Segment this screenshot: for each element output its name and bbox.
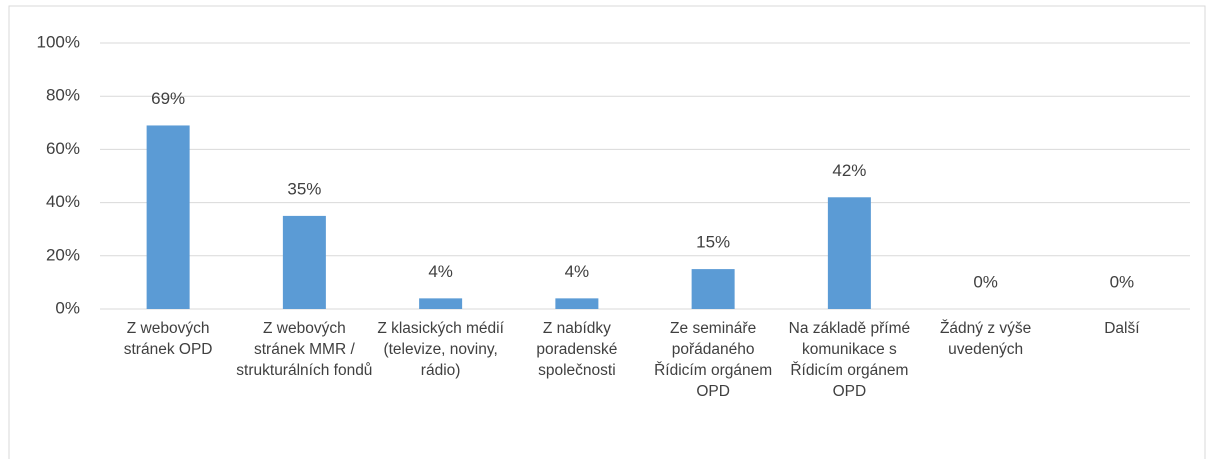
x-tick-label: Z nabídky poradenské společnosti (536, 320, 618, 379)
data-label: 4% (428, 262, 453, 281)
data-label: 15% (696, 233, 730, 252)
x-tick-label: Žádný z výše uvedených (939, 320, 1032, 358)
y-tick-label: 0% (55, 298, 80, 317)
chart-border (8, 5, 1206, 459)
x-tick-label: Z webových stránek OPD (123, 320, 213, 358)
data-label: 4% (565, 262, 590, 281)
x-tick-label: Z klasických médií (televize, noviny, rá… (377, 320, 504, 379)
y-tick-label: 100% (37, 32, 80, 51)
x-tick-label: Z webových stránek MMR / strukturálních … (236, 320, 373, 379)
data-label: 35% (287, 179, 321, 198)
x-tick-label: Ze semináře pořádaného Řídicím orgánem O… (654, 320, 773, 400)
data-label: 0% (973, 272, 998, 291)
data-label: 69% (151, 89, 185, 108)
y-tick-label: 80% (46, 86, 80, 105)
x-tick-label: Na základě přímé komunikace s Řídicím or… (788, 320, 911, 400)
bar (555, 298, 599, 309)
bar (146, 125, 190, 310)
bar (691, 269, 735, 309)
data-label: 0% (1110, 272, 1135, 291)
bar (827, 197, 871, 309)
y-tick-label: 40% (46, 192, 80, 211)
y-tick-label: 60% (46, 139, 80, 158)
y-tick-label: 20% (46, 245, 80, 264)
data-label: 42% (832, 161, 866, 180)
bar (419, 298, 463, 309)
x-tick-label: Další (1104, 320, 1140, 337)
bar (282, 215, 326, 309)
